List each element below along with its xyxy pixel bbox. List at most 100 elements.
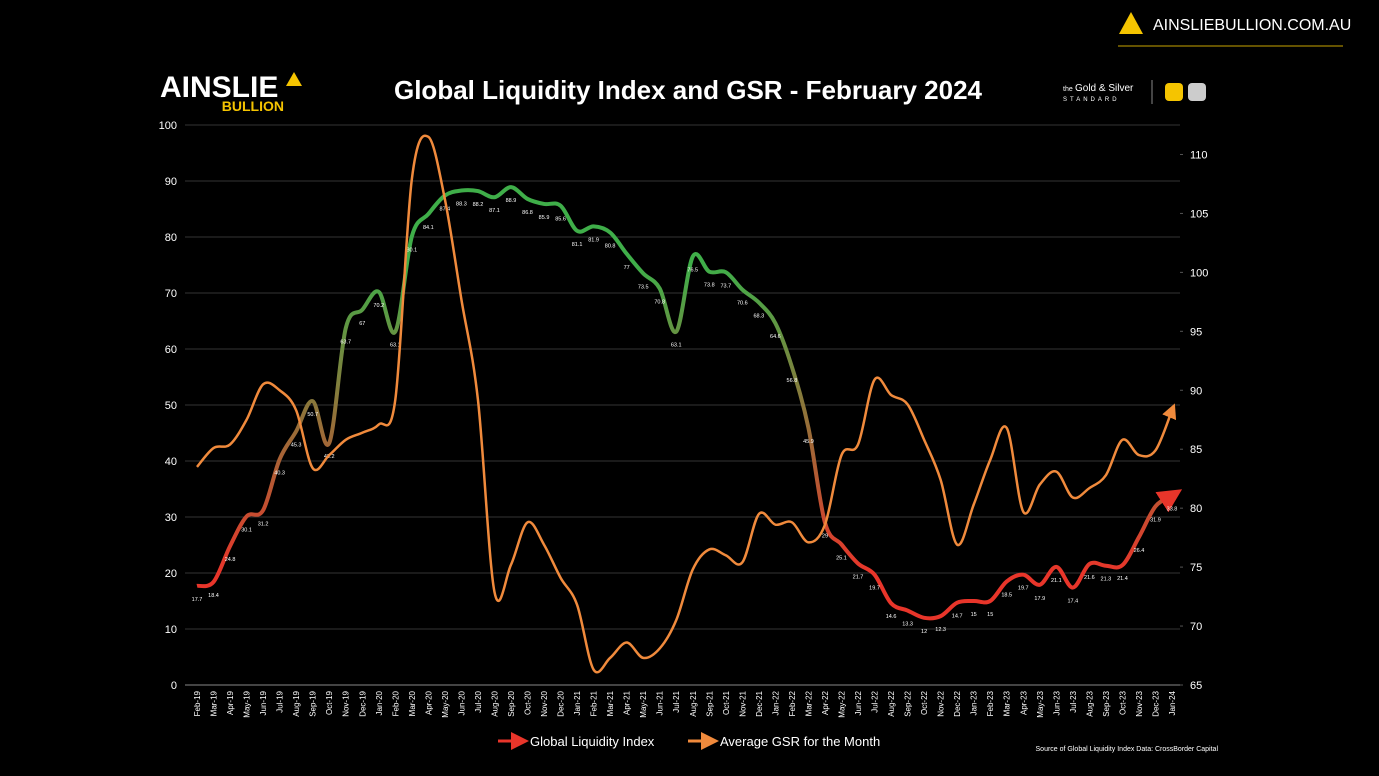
legend-label: Global Liquidity Index [530,734,655,749]
x-tick-label: Feb-20 [391,690,400,716]
data-label: 86.8 [522,210,533,216]
data-label: 73.5 [638,284,649,290]
data-label: 64.6 [770,334,781,340]
x-tick-label: Mar-21 [606,690,615,716]
x-tick-label: Dec-20 [557,690,566,716]
x-tick-label: May-23 [1036,690,1045,717]
data-label: 12.3 [935,627,946,633]
data-label: 14.7 [952,614,963,620]
data-label: 17.4 [1067,599,1078,605]
x-tick-label: Jan-24 [1168,690,1177,715]
series-line [196,134,1177,674]
x-tick-label: Jul-22 [871,690,880,712]
x-tick-label: Dec-21 [755,690,764,716]
x-tick-label: Aug-20 [490,690,499,716]
data-label: 13.3 [902,622,913,628]
y2-tick-label: 65 [1190,680,1202,692]
y2-tick-label: 75 [1190,562,1202,574]
x-tick-label: Jan-21 [573,690,582,715]
logo-top: AINSLIE [160,71,278,104]
data-label: 31.9 [1150,517,1161,523]
y-tick-label: 60 [165,344,177,356]
data-label: 63.1 [671,343,682,349]
data-label: 45.9 [803,439,814,445]
data-label: 73.8 [704,283,715,289]
y-tick-label: 90 [165,176,177,188]
x-tick-label: Jun-21 [656,690,665,715]
x-tick-label: Sep-22 [904,690,913,716]
data-label: 87.4 [440,207,451,213]
data-label: 24.8 [225,557,236,563]
x-tick-label: Oct-20 [524,690,533,715]
data-label: 80.8 [605,244,616,250]
y-tick-label: 10 [165,624,177,636]
y2-tick-label: 85 [1190,444,1202,456]
data-label: 29 [822,534,828,540]
data-label: 40.3 [274,470,285,476]
data-label: 70.8 [654,300,665,306]
y2-tick-label: 80 [1190,503,1202,515]
y2-tick-label: 95 [1190,326,1202,338]
data-label: 87.1 [489,208,500,214]
y-tick-label: 30 [165,512,177,524]
x-tick-label: Oct-22 [920,690,929,715]
x-tick-label: Apr-23 [1019,690,1028,715]
data-label: 63.1 [390,343,401,349]
x-tick-label: Aug-23 [1085,690,1094,716]
x-tick-label: May-21 [639,690,648,717]
logo-bottom: BULLION [222,98,284,114]
data-label: 88.3 [456,202,467,208]
y-tick-label: 70 [165,288,177,300]
data-label: 70.2 [373,303,384,309]
x-tick-label: Apr-19 [226,690,235,715]
x-tick-label: Sep-21 [705,690,714,716]
x-tick-label: Jan-22 [771,690,780,715]
data-label: 25.1 [836,555,847,561]
x-tick-label: Mar-19 [210,690,219,716]
data-label: 50.7 [307,412,318,418]
site-url: AINSLIEBULLION.COM.AU [1153,17,1351,34]
x-tick-label: Feb-23 [986,690,995,716]
icon [1188,83,1206,101]
chart-title: Global Liquidity Index and GSR - Februar… [394,75,983,105]
partner-sub: STANDARD [1063,97,1120,103]
data-label: 70.6 [737,301,748,307]
data-label: 67 [359,321,365,327]
x-tick-label: Nov-20 [540,690,549,716]
x-tick-label: Jun-20 [457,690,466,715]
data-label: 21.7 [853,574,864,580]
data-label: 12 [921,629,927,635]
x-tick-label: Aug-19 [292,690,301,716]
data-label: 21.4 [1117,576,1128,582]
y-tick-label: 100 [159,120,177,132]
data-label: 19.7 [869,586,880,592]
y2-tick-label: 90 [1190,385,1202,397]
data-label: 21.6 [1084,575,1095,581]
x-tick-label: Oct-21 [722,690,731,715]
x-tick-label: Apr-22 [821,690,830,715]
logo-mark [286,72,302,86]
icon [1165,83,1183,101]
series-line [196,185,1183,621]
data-label: 88.2 [473,202,484,208]
x-tick-label: Nov-23 [1135,690,1144,716]
data-label: 18.4 [208,593,219,599]
x-tick-label: Aug-21 [689,690,698,716]
x-tick-label: May-20 [441,690,450,717]
x-tick-label: Mar-20 [408,690,417,716]
x-tick-label: Aug-22 [887,690,896,716]
source-note: Source of Global Liquidity Index Data: C… [1036,746,1219,753]
data-label: 21.1 [1051,578,1062,584]
x-tick-label: Jan-20 [375,690,384,715]
x-tick-label: Feb-19 [193,690,202,716]
x-tick-label: Sep-20 [507,690,516,716]
x-tick-label: Nov-21 [738,690,747,716]
data-label: 68.3 [754,314,765,320]
data-label: 84.1 [423,225,434,231]
x-tick-label: Sep-19 [309,690,318,716]
x-tick-label: May-22 [837,690,846,717]
x-tick-label: Jun-22 [854,690,863,715]
partner-name: Gold & Silver [1075,83,1134,94]
y2-tick-label: 100 [1190,267,1208,279]
